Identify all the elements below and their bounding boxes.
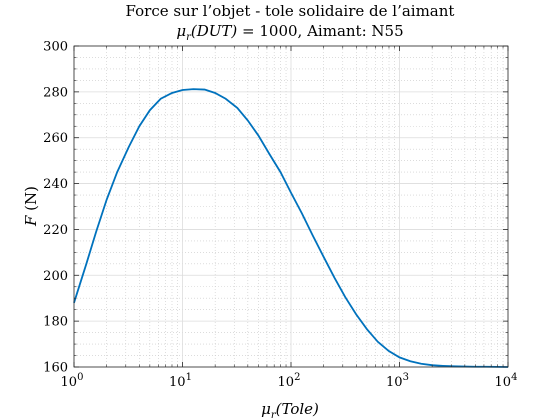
y-tick-label: 160 — [43, 361, 68, 376]
xlabel-var: μ — [261, 400, 271, 418]
x-tick-label: 101 — [169, 372, 192, 390]
y-tick-label: 260 — [43, 131, 68, 146]
x-tick-label: 102 — [278, 372, 301, 390]
xlabel-sub: r — [271, 410, 277, 420]
ylabel-unit: (N) — [22, 186, 40, 216]
x-axis-label: μr(Tole) — [261, 400, 319, 420]
x-tick-labels: 100 101 102 103 104 — [61, 372, 518, 390]
x-tick-label: 103 — [386, 372, 409, 390]
y-tick-label: 220 — [43, 223, 68, 238]
subtitle-sub: r — [186, 32, 192, 43]
x-tick-label: 104 — [495, 372, 518, 390]
chart-title: Force sur l’objet - tole solidaire de l’… — [126, 2, 455, 20]
x-tick-label: 100 — [61, 372, 84, 390]
ylabel-var: F — [22, 215, 40, 227]
chart-subtitle: μr(DUT) = 1000, Aimant: N55 — [176, 22, 403, 43]
y-tick-label: 200 — [43, 269, 68, 284]
y-tick-label: 280 — [43, 85, 68, 100]
series-line — [73, 88, 509, 368]
y-tick-labels: 160 180 200 220 240 260 280 300 — [43, 40, 68, 376]
y-tick-label: 180 — [43, 315, 68, 330]
xlabel-arg: (Tole) — [276, 400, 319, 418]
axis-ticks — [73, 45, 509, 368]
subtitle-rest: = 1000, Aimant: N55 — [237, 22, 403, 40]
subtitle-var: μ — [176, 22, 186, 40]
y-axis-label: F (N) — [22, 186, 40, 227]
subtitle-arg: (DUT) — [191, 22, 238, 40]
y-tick-label: 300 — [43, 40, 68, 55]
y-tick-label: 240 — [43, 177, 68, 192]
